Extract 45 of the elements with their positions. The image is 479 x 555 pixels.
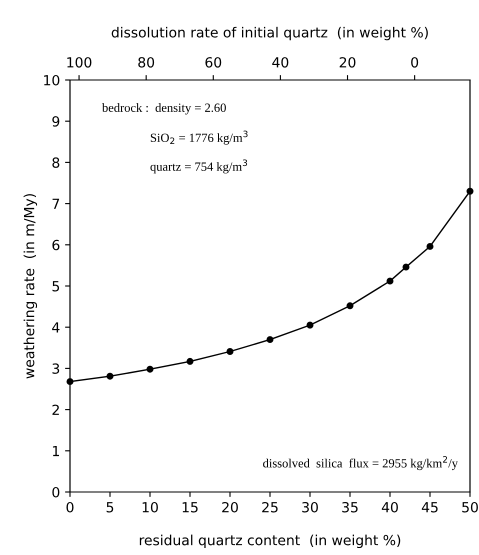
y-tick-label: 4 <box>52 322 60 332</box>
x-tick-label: 5 <box>106 502 114 512</box>
y-tick-label: 5 <box>52 281 60 292</box>
y-tick-label: 6 <box>52 240 60 250</box>
y-tick-label: 2 <box>52 404 59 415</box>
x-tick-label: 0 <box>66 502 74 512</box>
x2-tick-label: 80 <box>138 57 154 68</box>
x2-tick-label: 40 <box>272 57 288 68</box>
x2-tick-label: 20 <box>340 57 356 68</box>
point <box>386 278 394 285</box>
y-tick-label: 8 <box>52 157 60 168</box>
x-tick-label: 45 <box>422 502 438 512</box>
y-tick-label: 9 <box>52 116 60 127</box>
x-tick-label: 40 <box>382 502 398 512</box>
point <box>186 358 194 365</box>
y-tick-label: 10 <box>44 74 60 86</box>
x-tick-label: 20 <box>222 502 238 512</box>
x-tick-label: 10 <box>142 502 158 512</box>
y-tick-label: 3 <box>52 363 60 374</box>
y-axis-title: weathering rate (in m/My) <box>24 194 38 379</box>
x-tick-label: 25 <box>262 502 278 512</box>
x-tick-label: 50 <box>462 502 478 512</box>
point <box>146 366 154 373</box>
y-tick-label: 7 <box>52 198 60 209</box>
point <box>346 302 354 310</box>
point <box>266 336 274 344</box>
x2-tick-label: 60 <box>205 57 222 68</box>
point <box>226 348 234 355</box>
x2-tick-label: 0 <box>411 57 418 68</box>
x-tick-label: 30 <box>302 502 318 512</box>
x-axis-title: residual quartz content (in weight %) <box>140 534 400 548</box>
annotation: bedrock : density = 2.60 <box>102 103 226 115</box>
point <box>306 322 314 329</box>
annotation: dissolved silica flux = 2955 kg/km$^{2}$/y <box>263 456 458 470</box>
x2-axis-title: dissolution rate of initial quartz (in weight %) <box>112 26 428 40</box>
y-tick-label: 0 <box>52 486 60 498</box>
annotation: quartz = 754 kg/m$^{3}$ <box>150 159 248 174</box>
point <box>106 372 114 380</box>
x2-tick-label: 100 <box>67 57 92 68</box>
point <box>426 242 434 250</box>
x-tick-label: 15 <box>182 502 198 512</box>
annotation: SiO$_{2}$ = 1776 kg/m$^{3}$ <box>150 130 248 145</box>
x-tick-label: 35 <box>342 502 358 512</box>
y-tick-label: 1 <box>52 446 59 456</box>
point <box>402 264 410 271</box>
